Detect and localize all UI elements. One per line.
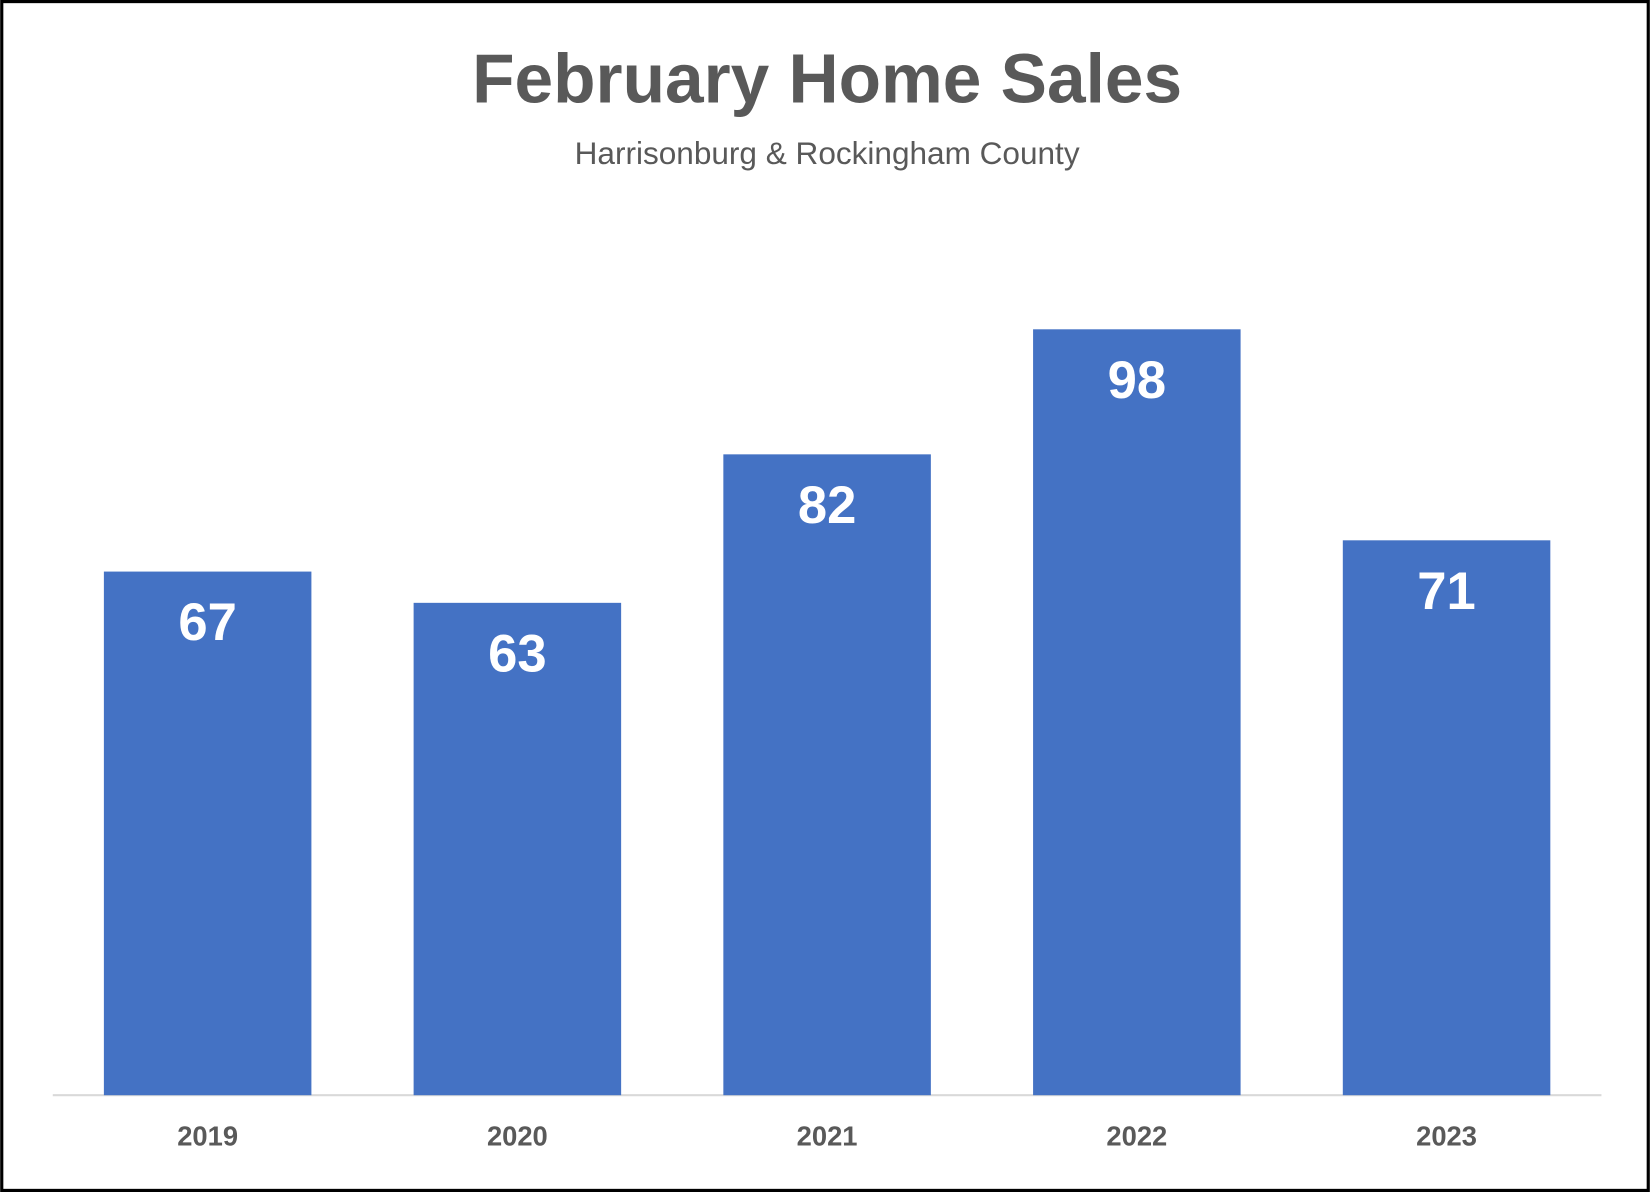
bar	[413, 602, 622, 1096]
x-tick-label: 2019	[177, 1121, 238, 1152]
bar	[1033, 329, 1241, 1096]
x-tick-label: 2021	[797, 1121, 858, 1152]
value-label: 98	[1108, 351, 1167, 410]
chart-title: February Home Sales	[472, 40, 1182, 118]
x-tick-label: 2022	[1106, 1121, 1167, 1152]
value-label: 63	[488, 624, 547, 683]
bar	[723, 454, 931, 1096]
chart-subtitle: Harrisonburg & Rockingham County	[575, 135, 1080, 171]
bar	[1342, 540, 1551, 1096]
x-tick-label: 2020	[487, 1121, 548, 1152]
value-label: 82	[798, 476, 857, 535]
x-tick-label: 2023	[1416, 1121, 1477, 1152]
value-label: 67	[178, 593, 237, 652]
value-label: 71	[1417, 562, 1476, 621]
bar	[103, 571, 312, 1096]
